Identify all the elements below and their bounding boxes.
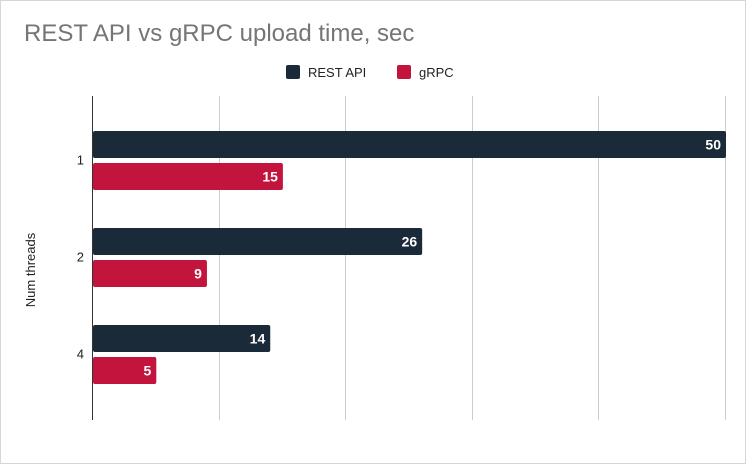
data-label: 15	[262, 169, 278, 185]
category-tick-label: 1	[77, 153, 84, 168]
bar-rest-api-4	[93, 325, 271, 352]
data-label: 5	[144, 363, 152, 379]
category-tick-label: 4	[77, 347, 84, 362]
bar-grpc-2	[93, 260, 207, 287]
category-tick-label: 2	[77, 250, 84, 265]
category-ticks: 1 2 4	[77, 153, 84, 362]
legend-label: gRPC	[419, 65, 454, 80]
y-axis-label: Num threads	[23, 232, 38, 307]
bar-rest-api-2	[93, 228, 423, 255]
legend-label: REST API	[308, 65, 366, 80]
legend-swatch	[286, 65, 300, 79]
bars	[93, 131, 726, 384]
data-labels: 50 15 26 9 14 5	[144, 137, 722, 379]
data-label: 50	[705, 137, 721, 153]
bar-rest-api-1	[93, 131, 726, 158]
data-label: 9	[194, 266, 202, 282]
chart-title: REST API vs gRPC upload time, sec	[24, 20, 415, 47]
bar-grpc-1	[93, 163, 283, 190]
data-label: 14	[250, 331, 266, 347]
bar-grpc-4	[93, 357, 157, 384]
data-label: 26	[402, 234, 418, 250]
legend: REST API gRPC	[286, 65, 454, 80]
legend-swatch	[397, 65, 411, 79]
